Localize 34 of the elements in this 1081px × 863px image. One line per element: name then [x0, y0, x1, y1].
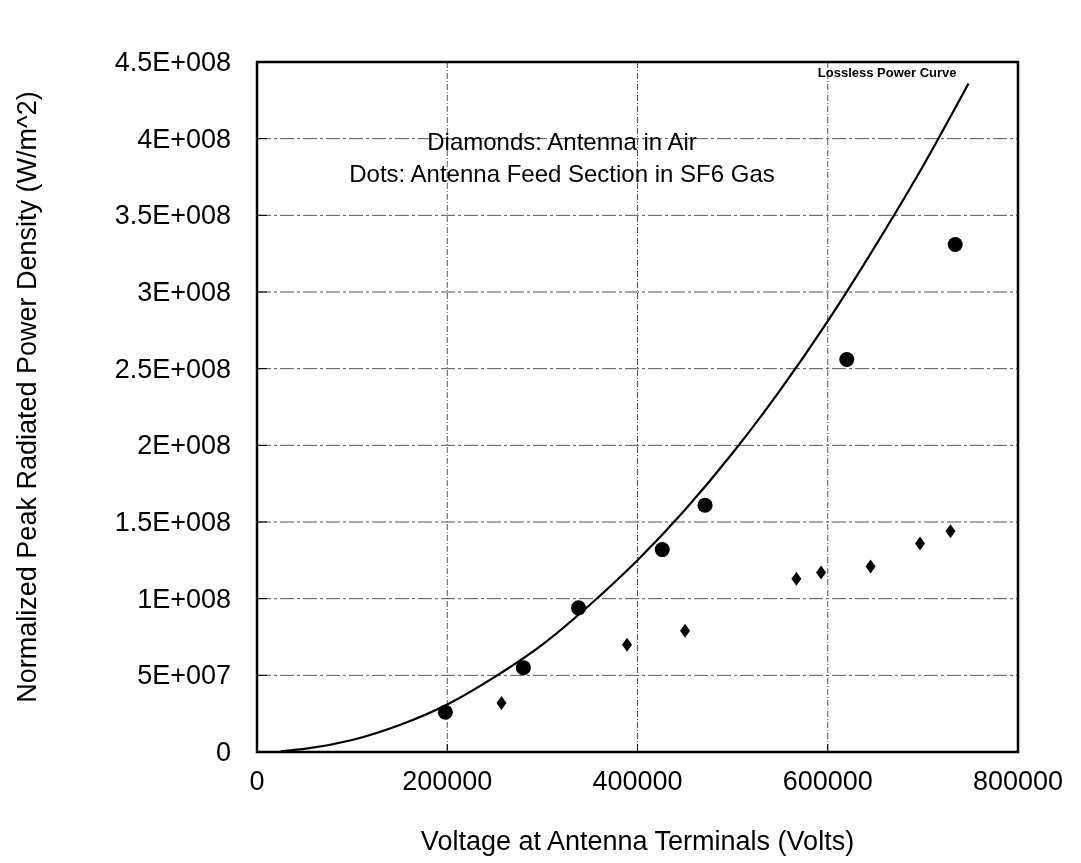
point [515, 660, 531, 676]
x-tick-label: 200000 [402, 766, 493, 796]
point [865, 559, 876, 574]
y-tick-label: 2.5E+008 [114, 353, 231, 384]
x-tick-label: 0 [249, 766, 265, 796]
y-tick-label: 4E+008 [137, 123, 231, 154]
point [680, 623, 691, 638]
y-axis-title: Normalized Peak Radiated Power Density (W/m^2) [12, 91, 42, 703]
annotation: Dots: Antenna Feed Section in SF6 Gas [349, 160, 775, 187]
point [496, 695, 507, 710]
point [437, 704, 453, 720]
y-tick-label: 5E+007 [137, 660, 231, 691]
point [697, 497, 713, 513]
y-tick-label: 3.5E+008 [114, 200, 231, 231]
y-tick-label: 3E+008 [137, 277, 231, 307]
y-tick-label: 4.5E+008 [114, 47, 231, 77]
point [622, 637, 633, 652]
x-tick-label: 600000 [782, 766, 873, 796]
x-tick-label: 400000 [592, 766, 683, 796]
y-tick-label: 0 [215, 737, 231, 767]
y-tick-label: 1E+008 [137, 583, 231, 614]
point [947, 236, 963, 252]
point [839, 351, 855, 367]
point [915, 536, 926, 551]
point [571, 600, 587, 616]
y-tick-label: 1.5E+008 [114, 507, 231, 537]
point [816, 565, 827, 580]
point [654, 542, 670, 558]
x-tick-label: 800000 [972, 766, 1064, 796]
y-tick-label: 2E+008 [137, 430, 231, 461]
point [945, 524, 956, 539]
series-label: Lossless Power Curve [817, 65, 957, 81]
point [791, 571, 802, 586]
x-axis-title: Voltage at Antenna Terminals (Volts) [420, 826, 855, 856]
